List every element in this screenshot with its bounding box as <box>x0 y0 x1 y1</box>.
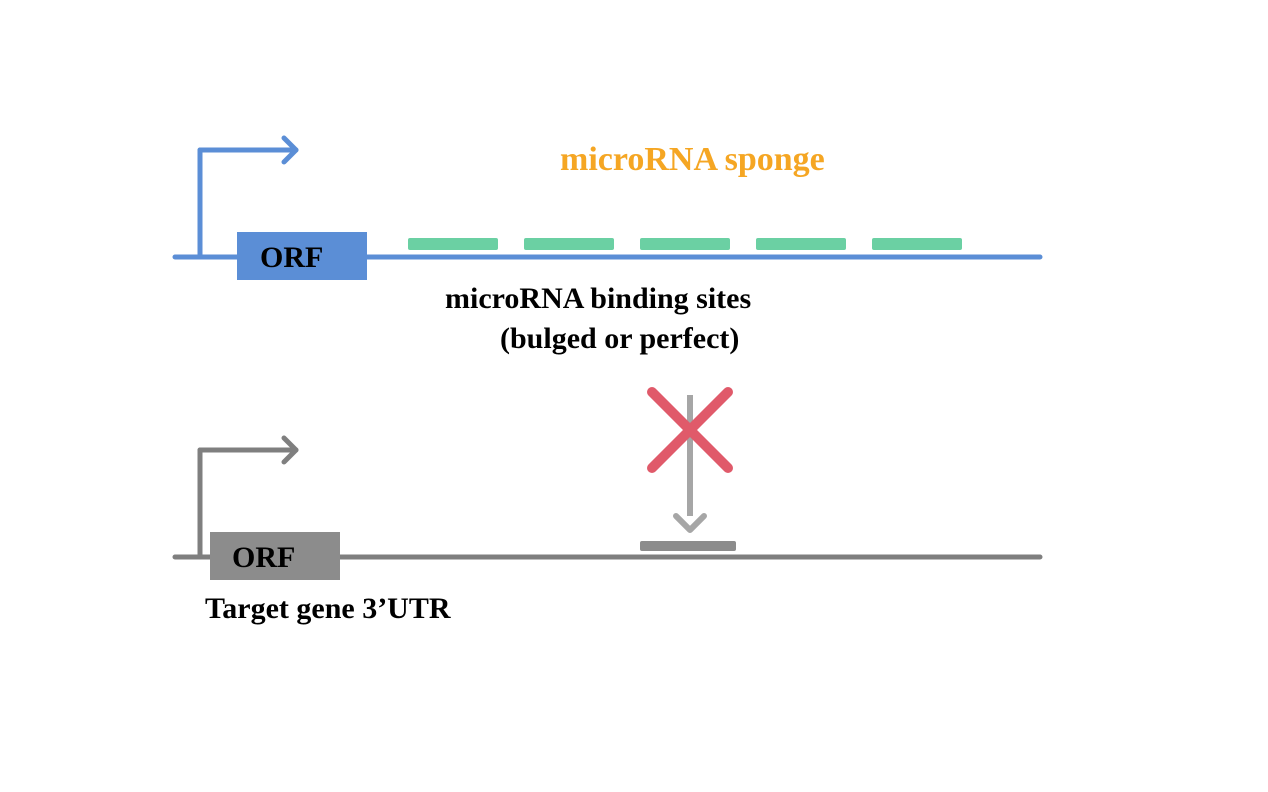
diagram-title: microRNA sponge <box>560 141 825 178</box>
binding-sites-label-line1: microRNA binding sites <box>445 282 751 315</box>
binding-site-3 <box>640 238 730 250</box>
target-binding-site <box>640 541 736 551</box>
binding-site-1 <box>408 238 498 250</box>
binding-site-4 <box>756 238 846 250</box>
diagram-canvas: microRNA sponge ORF microRNA binding sites… <box>0 0 1268 792</box>
sponge-orf-label: ORF <box>260 241 323 274</box>
binding-site-5 <box>872 238 962 250</box>
target-orf-label: ORF <box>232 541 295 574</box>
binding-sites-label-line2: (bulged or perfect) <box>500 322 739 355</box>
binding-site-2 <box>524 238 614 250</box>
target-gene-label: Target gene 3’UTR <box>205 592 451 625</box>
arrowhead-down-icon <box>676 516 704 530</box>
